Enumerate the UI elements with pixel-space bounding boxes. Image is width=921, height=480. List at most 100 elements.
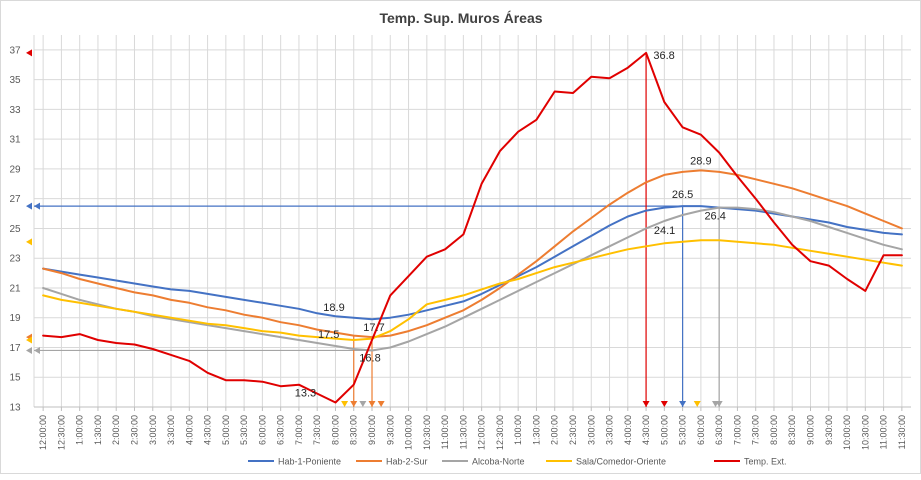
y-tick-label: 21 (9, 283, 21, 294)
axis-marker-y (26, 49, 32, 57)
y-tick-label: 25 (9, 224, 21, 235)
x-tick-label: 10:30:00 (860, 415, 870, 450)
data-label: 36.8 (653, 50, 674, 62)
x-tick-label: 1:30:00 (531, 415, 541, 445)
data-label: 13.3 (295, 388, 316, 400)
legend-label: Hab-2-Sur (386, 457, 428, 467)
series-line-alcoba-norte (42, 206, 903, 352)
axis-marker-y (26, 336, 32, 344)
axis-marker-x (359, 401, 367, 407)
x-tick-label: 4:00:00 (184, 415, 194, 445)
x-tick-label: 12:30:00 (56, 415, 66, 450)
x-tick-label: 2:00:00 (111, 415, 121, 445)
annotations: 36.8 28.9 26.5 26.4 24.1 18.9 17.7 17.5 16.8 13.3 (295, 50, 726, 400)
x-tick-label: 10:30:00 (422, 415, 432, 450)
y-tick-label: 35 (9, 75, 21, 86)
series-layer (42, 51, 903, 404)
x-tick-label: 12:00:00 (477, 415, 487, 450)
x-tick-label: 2:30:00 (129, 415, 139, 445)
x-tick-label: 7:30:00 (312, 415, 322, 445)
x-tick-label: 1:00:00 (75, 415, 85, 445)
x-axis: 12:00:00 12:30:00 1:00:00 1:30:00 2:00:00 2:3… (34, 406, 911, 450)
x-tick-label: 2:00:00 (550, 415, 560, 445)
x-tick-label: 7:00:00 (294, 415, 304, 445)
x-tick-label: 12:00:00 (38, 415, 48, 450)
reference-arrowhead (679, 401, 687, 407)
legend-label: Alcoba-Norte (472, 457, 525, 467)
x-tick-label: 5:00:00 (659, 415, 669, 445)
x-tick-label: 6:30:00 (276, 415, 286, 445)
x-tick-label: 11:30:00 (458, 415, 468, 449)
x-tick-label: 4:00:00 (623, 415, 633, 445)
x-tick-label: 11:00:00 (440, 415, 450, 449)
y-tick-label: 37 (9, 45, 21, 56)
x-tick-label: 5:00:00 (221, 415, 231, 445)
x-tick-label: 7:00:00 (732, 415, 742, 445)
axis-marker-x (660, 401, 668, 407)
x-tick-label: 8:00:00 (330, 415, 340, 445)
legend-label: Sala/Comedor-Oriente (576, 457, 666, 467)
axis-marker-x (693, 401, 701, 407)
chart-title: Temp. Sup. Muros Áreas (379, 10, 542, 26)
x-tick-label: 9:00:00 (367, 415, 377, 445)
x-tick-label: 11:30:00 (897, 415, 907, 449)
data-label: 16.8 (359, 352, 380, 364)
reference-arrowhead (34, 202, 40, 210)
data-label: 18.9 (323, 302, 344, 314)
x-tick-label: 10:00:00 (842, 415, 852, 450)
data-label: 24.1 (654, 225, 675, 237)
data-label: 17.7 (363, 322, 384, 334)
x-tick-label: 5:30:00 (239, 415, 249, 445)
x-tick-label: 3:30:00 (605, 415, 615, 445)
x-tick-label: 3:00:00 (148, 415, 158, 445)
x-tick-label: 6:00:00 (696, 415, 706, 445)
y-tick-label: 27 (9, 194, 21, 205)
y-tick-label: 19 (9, 313, 21, 324)
data-label: 28.9 (690, 155, 711, 167)
x-tick-label: 4:30:00 (641, 415, 651, 445)
axis-marker-x (712, 401, 720, 407)
x-tick-label: 10:00:00 (404, 415, 414, 450)
data-label: 26.4 (704, 211, 725, 223)
data-label: 17.5 (318, 329, 339, 341)
x-tick-label: 8:00:00 (769, 415, 779, 445)
y-tick-label: 13 (9, 403, 21, 414)
x-tick-label: 6:00:00 (257, 415, 267, 445)
axis-marker-y (26, 238, 32, 246)
x-tick-label: 12:30:00 (495, 415, 505, 450)
reference-arrowhead (350, 401, 358, 407)
x-tick-label: 8:30:00 (787, 415, 797, 445)
axis-markers (26, 49, 720, 407)
axis-marker-y (26, 346, 32, 354)
axis-marker-x (377, 401, 385, 407)
series-line-hab-1-poniente (42, 205, 903, 321)
data-label: 26.5 (672, 189, 693, 201)
x-tick-label: 3:00:00 (586, 415, 596, 445)
legend: Hab-1-Poniente Hab-2-Sur Alcoba-Norte Sala/… (248, 457, 787, 467)
y-axis: 13 15 17 19 21 23 25 27 29 31 33 35 37 (9, 35, 35, 414)
x-tick-label: 5:30:00 (678, 415, 688, 445)
reference-arrowhead (642, 401, 650, 407)
y-tick-label: 17 (9, 343, 21, 354)
x-tick-label: 1:00:00 (513, 415, 523, 445)
x-tick-label: 6:30:00 (714, 415, 724, 445)
y-tick-label: 33 (9, 105, 21, 116)
x-tick-label: 11:00:00 (879, 415, 889, 449)
x-tick-label: 9:30:00 (824, 415, 834, 445)
axis-marker-x (341, 401, 349, 407)
x-tick-label: 9:30:00 (385, 415, 395, 445)
x-tick-label: 2:30:00 (568, 415, 578, 445)
x-tick-label: 9:00:00 (806, 415, 816, 445)
series-line-hab-2-sur (42, 169, 903, 339)
grid-layer (34, 35, 911, 408)
reference-arrowhead (368, 401, 376, 407)
axis-marker-y (26, 202, 32, 210)
series-line-sala-comedor-oriente (42, 239, 903, 341)
x-tick-label: 4:30:00 (203, 415, 213, 445)
y-tick-label: 29 (9, 164, 21, 175)
x-tick-label: 8:30:00 (349, 415, 359, 445)
series-line-temp-ext (42, 51, 903, 404)
reference-arrowhead (34, 346, 40, 354)
